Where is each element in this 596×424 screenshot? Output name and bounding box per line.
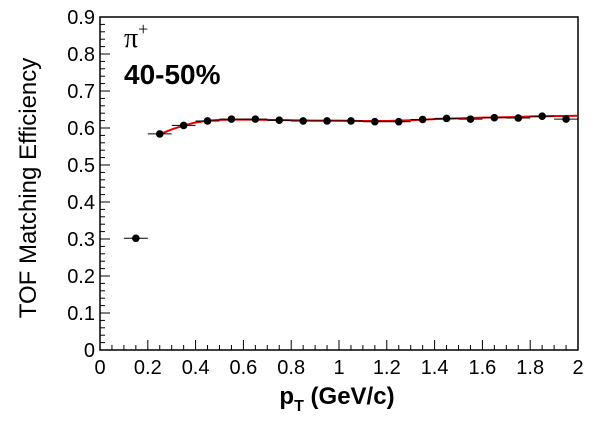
- y-tick-label: 0.3: [67, 229, 95, 251]
- point-marker: [394, 117, 403, 126]
- data-point: [243, 115, 268, 123]
- point-marker: [179, 121, 188, 130]
- data-point: [339, 117, 363, 125]
- x-tick-label: 0: [94, 357, 105, 379]
- data-point: [315, 117, 339, 125]
- x-tick-label: 0.8: [277, 357, 305, 379]
- data-point: [482, 113, 507, 122]
- data-points: [123, 112, 578, 243]
- particle-symbol: π: [124, 23, 138, 54]
- y-tick-label: 0.9: [67, 7, 95, 29]
- x-tick-label: 0.4: [182, 357, 210, 379]
- data-point: [554, 115, 578, 123]
- point-marker: [347, 117, 355, 125]
- point-marker: [514, 114, 523, 122]
- data-point: [410, 115, 435, 124]
- y-tick-label: 0: [84, 340, 95, 362]
- point-marker: [299, 117, 307, 125]
- y-tick-label: 0.1: [67, 303, 95, 325]
- data-point: [147, 130, 172, 138]
- particle-label: π+: [124, 19, 148, 54]
- data-point: [386, 117, 411, 126]
- point-marker: [203, 117, 212, 125]
- x-tick-label: 0.2: [134, 357, 162, 379]
- point-marker: [466, 115, 475, 123]
- data-point: [123, 234, 148, 243]
- y-tick-label: 0.8: [67, 44, 95, 66]
- y-axis-title: TOF Matching Efficiency: [15, 58, 42, 319]
- point-marker: [132, 234, 140, 243]
- point-marker: [538, 112, 546, 120]
- x-tick-label: 1: [333, 357, 344, 379]
- x-tick-label: 1.6: [468, 357, 496, 379]
- data-point: [195, 117, 220, 125]
- x-tick-label: 1.8: [516, 357, 544, 379]
- data-point: [434, 114, 459, 123]
- x-axis-title-sub: T: [294, 398, 304, 415]
- point-marker: [371, 117, 379, 126]
- point-marker: [418, 115, 427, 124]
- data-point: [530, 112, 555, 120]
- y-tick-label: 0.5: [67, 155, 95, 177]
- x-tick-label: 0.6: [229, 357, 257, 379]
- y-axis: 0 0.1 0.2 0.3 0.4 0.5 0.6 0.7 0.8 0.9: [67, 7, 110, 362]
- x-tick-label: 1.2: [373, 357, 401, 379]
- point-marker: [275, 116, 284, 125]
- x-axis-title-main: p: [279, 383, 294, 410]
- data-point: [362, 117, 387, 126]
- data-point: [506, 114, 531, 122]
- y-tick-label: 0.6: [67, 118, 95, 140]
- data-point: [171, 121, 196, 130]
- data-point: [458, 115, 483, 123]
- centrality-label: 40-50%: [124, 59, 221, 90]
- y-tick-label: 0.2: [67, 266, 95, 288]
- point-marker: [251, 115, 260, 123]
- point-marker: [227, 115, 236, 123]
- data-point: [267, 116, 292, 125]
- x-tick-label: 2: [572, 357, 583, 379]
- point-marker: [490, 113, 499, 122]
- particle-charge: +: [138, 19, 148, 39]
- y-tick-label: 0.4: [67, 192, 95, 214]
- x-axis-title: pT (GeV/c): [279, 383, 394, 415]
- point-marker: [562, 115, 570, 123]
- data-point: [291, 117, 316, 125]
- point-marker: [155, 130, 164, 138]
- x-axis-title-rest: (GeV/c): [304, 383, 395, 410]
- x-tick-label: 1.4: [421, 357, 449, 379]
- point-marker: [323, 117, 331, 125]
- data-point: [219, 115, 244, 123]
- point-marker: [442, 114, 451, 123]
- x-axis: 0 0.2 0.4 0.6 0.8 1 1.2 1.4 1.6 1.8 2: [94, 340, 584, 379]
- y-tick-label: 0.7: [67, 81, 95, 103]
